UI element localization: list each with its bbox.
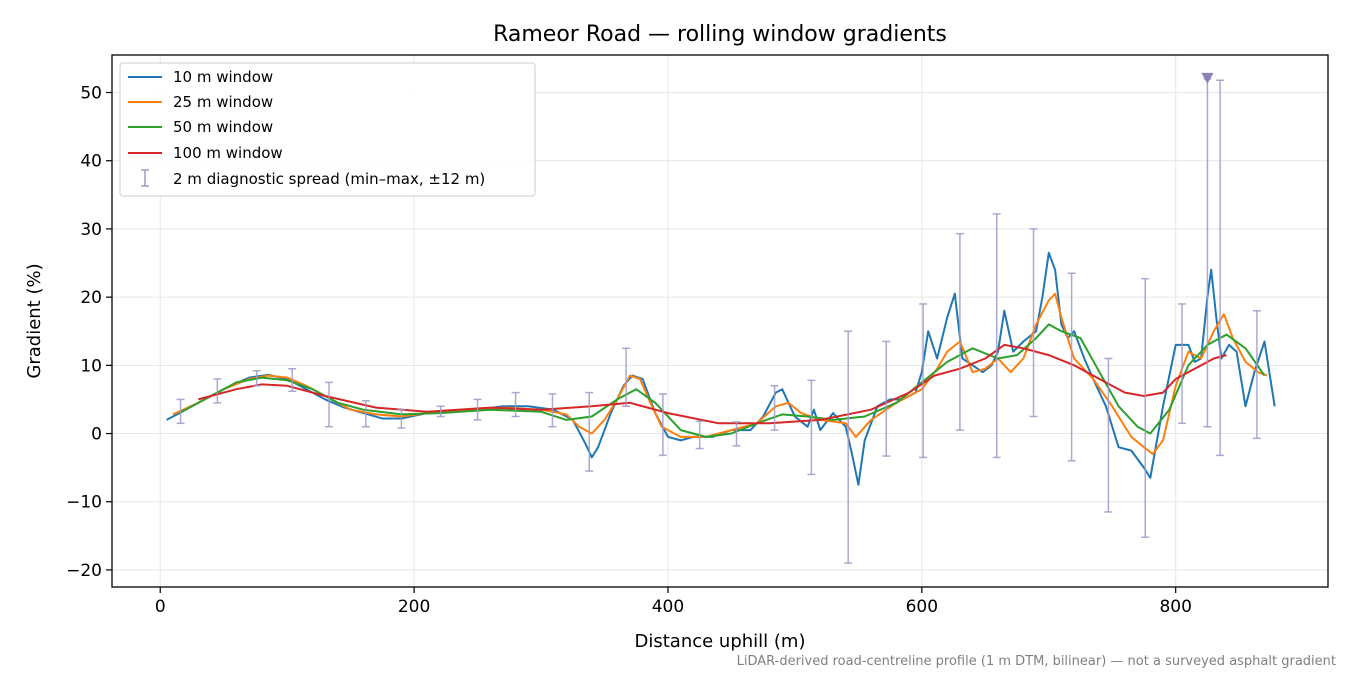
x-axis-label: Distance uphill (m) <box>635 631 806 652</box>
errorbar-221 <box>436 405 445 418</box>
errorbar-747 <box>1104 357 1113 513</box>
legend-label-50m: 50 m window <box>173 118 273 136</box>
errorbar-338 <box>585 391 594 472</box>
errorbar-864 <box>1252 310 1261 440</box>
y-tick-label-30: 30 <box>80 220 102 240</box>
errorbar-309 <box>548 393 557 428</box>
errorbar-425 <box>695 420 704 450</box>
errorbar-572 <box>882 340 891 457</box>
legend-box <box>119 62 536 197</box>
y-tick-label-20: 20 <box>80 288 102 308</box>
legend-label-100m: 100 m window <box>173 144 283 162</box>
errorbar-601 <box>919 303 928 459</box>
legend-label-errorbar: 2 m diagnostic spread (min–max, ±12 m) <box>173 170 485 188</box>
errorbar-16 <box>176 398 185 425</box>
errorbar-76 <box>252 370 261 387</box>
legend-label-25m: 25 m window <box>173 93 273 111</box>
y-tick-label-50: 50 <box>80 84 102 104</box>
errorbar-250 <box>473 398 482 421</box>
x-tick-label-400: 400 <box>652 597 684 617</box>
errorbar-659 <box>992 213 1001 459</box>
plot-frame <box>111 54 1329 588</box>
errorbar-104 <box>288 367 297 393</box>
errorbar-513 <box>807 379 816 476</box>
legend-label-10m: 10 m window <box>173 68 273 86</box>
errorbar-396 <box>658 393 667 457</box>
series-line-50-m-window <box>178 323 1266 438</box>
y-tick-label-10: 10 <box>80 356 102 376</box>
errorbar-630 <box>955 232 964 431</box>
series-layer <box>166 251 1276 486</box>
errorbar-190 <box>397 408 406 429</box>
errorbar-688 <box>1029 228 1038 418</box>
errorbar-484 <box>770 385 779 431</box>
x-tick-label-600: 600 <box>906 597 938 617</box>
errorbar-45 <box>213 378 222 404</box>
x-tick-label-800: 800 <box>1159 597 1191 617</box>
y-tick-label-40: 40 <box>80 152 102 172</box>
grid <box>112 55 1328 587</box>
y-tick-label-0: 0 <box>91 425 102 445</box>
y-axis-ticks: −20 −10 0 10 20 30 40 50 <box>66 84 112 581</box>
errorbar-718 <box>1067 272 1076 462</box>
chart-title: Rameor Road — rolling window gradients <box>493 22 947 47</box>
legend: 10 m window 25 m window 50 m window 100 … <box>119 62 536 197</box>
x-axis-ticks: 0 200 400 600 800 <box>155 587 1192 617</box>
errorbar-layer <box>176 72 1261 564</box>
legend-swatch-errorbar <box>141 169 149 187</box>
errorbar-133 <box>325 381 334 428</box>
errorbar-835 <box>1216 79 1225 457</box>
errorbar-280 <box>511 391 520 418</box>
y-axis-label: Gradient (%) <box>24 263 45 378</box>
clipped-value-marker <box>1201 72 1214 84</box>
y-tick-label--20: −20 <box>66 561 102 581</box>
x-tick-label-200: 200 <box>398 597 430 617</box>
errorbar-776 <box>1141 277 1150 538</box>
errorbar-162 <box>361 400 370 428</box>
series-line-100-m-window <box>198 343 1227 425</box>
footnote: LiDAR-derived road-centreline profile (1… <box>737 654 1336 669</box>
x-tick-label-0: 0 <box>155 597 166 617</box>
errorbar-367 <box>622 347 631 408</box>
errorbar-454 <box>732 421 741 447</box>
errorbar-805 <box>1178 303 1187 425</box>
y-tick-label--10: −10 <box>66 493 102 513</box>
errorbar-542 <box>844 330 853 564</box>
